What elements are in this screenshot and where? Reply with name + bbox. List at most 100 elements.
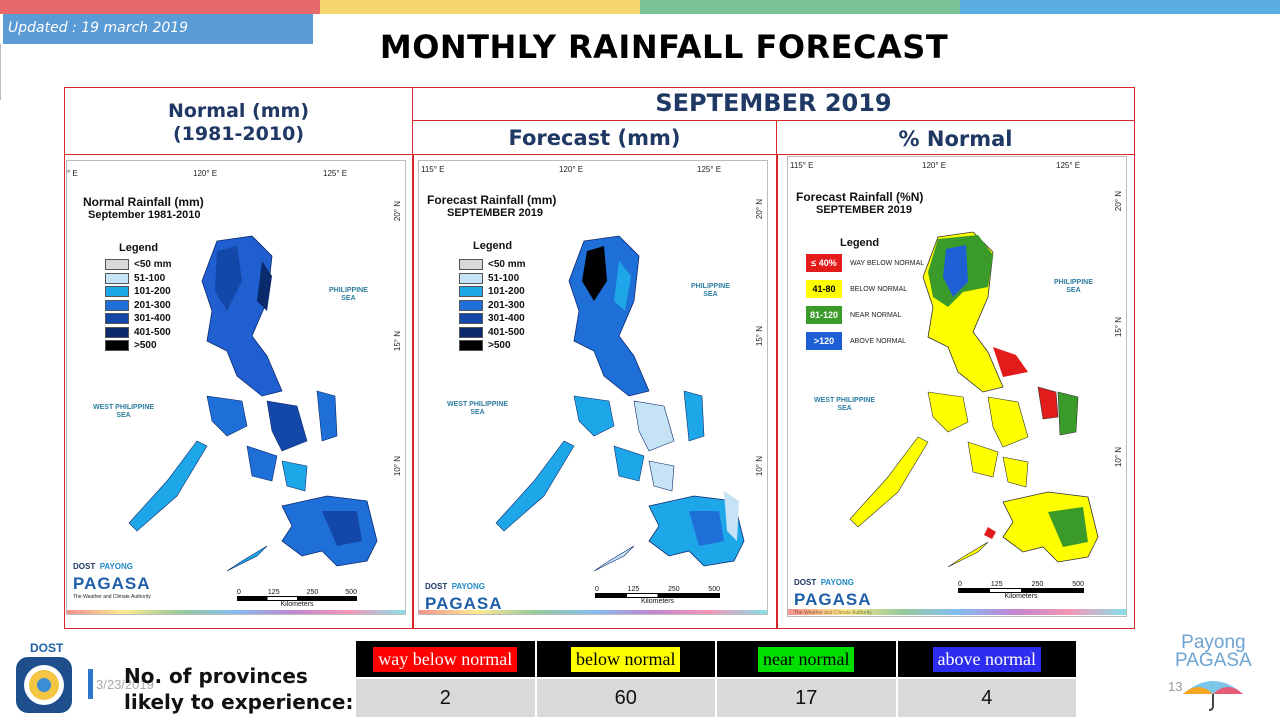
visayas-shape [927, 386, 1079, 488]
palawan-shape [495, 440, 575, 532]
scale-bar: 0 125 250 500 Kilometers [595, 586, 720, 605]
legend-label: >500 [488, 340, 511, 351]
legend-swatch: >120 [806, 332, 842, 350]
luzon-shape [922, 231, 1028, 393]
legend-swatch [459, 272, 483, 284]
scale-bar: 0 125 250 500 Kilometers [958, 581, 1084, 600]
pagasa-logo: DOST PAYONG PAGASA The Weather and Clima… [425, 582, 503, 613]
legend-swatch [105, 259, 129, 270]
count-value-cell: 60 [537, 679, 717, 717]
legend-item: 41-80 BELOW NORMAL [806, 280, 907, 298]
coord-side-3: 10° N [755, 456, 764, 477]
normal-map-subtitle: September 1981-2010 [88, 209, 201, 221]
scale-bar: 0 125 250 500 Kilometers [237, 589, 357, 608]
legend-label: BELOW NORMAL [850, 285, 908, 293]
top-bar-segment [640, 0, 960, 14]
percent-map-title: Forecast Rainfall (%N) SEPTEMBER 2019 [796, 191, 923, 217]
dost-logo: DOST [14, 641, 104, 717]
percent-legend-title: Legend [840, 237, 880, 249]
legend-label: 301-400 [134, 313, 171, 324]
column-divider-1 [412, 154, 414, 629]
normal-header: Normal (mm) (1981-2010) [64, 100, 413, 146]
normal-header-line2: (1981-2010) [172, 123, 304, 145]
legend-swatch [105, 326, 129, 338]
legend-label: 101-200 [488, 286, 525, 297]
payong-logo-line2: PAGASA [1175, 650, 1252, 671]
page-number: 13 [1168, 679, 1183, 694]
normal-legend-title: Legend [119, 242, 159, 254]
category-label: way below normal [373, 646, 518, 672]
percent-header-cell [776, 120, 1135, 155]
legend-item: 101-200 [459, 286, 525, 297]
mindanao-shape [593, 491, 745, 572]
coord-top-2: 120° E [193, 169, 218, 178]
legend-swatch [459, 299, 483, 311]
legend-swatch: 41-80 [806, 280, 842, 298]
legend-label: <50 mm [134, 259, 172, 270]
dost-logo-label: DOST [30, 641, 64, 655]
provinces-caption-line2: likely to experience: [124, 690, 354, 714]
legend-label: 301-400 [488, 313, 525, 324]
legend-item: 81-120 NEAR NORMAL [806, 306, 901, 324]
legend-swatch [459, 286, 483, 297]
sea-label-east: PHILIPPINE SEA [1054, 279, 1093, 294]
coord-top-1: 115° E [421, 165, 445, 174]
legend-label: NEAR NORMAL [850, 311, 902, 319]
forecast-rainfall-map: 115° E 120° E 125° E 20° N 15° N 10° N F… [418, 160, 768, 615]
payong-pagasa-logo: Payong PAGASA [1175, 632, 1252, 712]
count-value-row: 2 60 17 4 [356, 679, 1076, 717]
province-count-table: way below normal below normal near normal a… [356, 641, 1076, 717]
legend-swatch: ≤ 40% [806, 254, 842, 272]
legend-item: 51-100 [105, 272, 165, 284]
legend-item: 201-300 [105, 299, 171, 311]
normal-rainfall-map: ° E 120° E 125° E 20° N 15° N 10° N Norm… [66, 160, 406, 615]
luzon-shape [201, 235, 283, 397]
sea-label-west: WEST PHILIPPINE SEA [93, 404, 155, 419]
payong-logo-line1: Payong [1181, 632, 1246, 653]
percent-map-title-text: Forecast Rainfall (%N) [796, 190, 924, 204]
coord-top-1: 115° E [790, 161, 814, 170]
rainbow-strip [419, 610, 767, 614]
normal-map-title-text: Normal Rainfall (mm) [83, 195, 204, 209]
legend-label: 201-300 [134, 299, 171, 311]
legend-swatch [105, 286, 129, 297]
legend-label: 401-500 [134, 326, 171, 338]
normal-map-title: Normal Rainfall (mm) September 1981-2010 [83, 196, 204, 222]
legend-item: >500 [459, 340, 511, 351]
legend-item: 301-400 [459, 313, 525, 324]
column-divider-2 [776, 154, 778, 629]
top-bar-segment [960, 0, 1280, 14]
legend-label: <50 mm [488, 259, 526, 270]
category-label: near normal [758, 646, 855, 672]
count-value-cell: 4 [981, 686, 993, 709]
visayas-shape [206, 390, 338, 492]
slide-date: 3/23/2019 [96, 677, 154, 692]
coord-side-3: 10° N [1114, 447, 1123, 468]
sea-label-west: WEST PHILIPPINE SEA [814, 397, 876, 412]
count-header-row: way below normal below normal near normal a… [356, 641, 1076, 677]
logo-payong: PAYONG [99, 562, 134, 571]
legend-swatch [459, 313, 483, 324]
legend-label: ABOVE NORMAL [850, 337, 907, 345]
coord-top-3: 125° E [323, 169, 348, 178]
legend-item: 51-100 [459, 272, 520, 284]
legend-swatch [459, 340, 483, 351]
top-bar-segment [0, 0, 320, 14]
coord-top-1: ° E [67, 169, 78, 178]
percent-normal-map: 115° E 120° E 125° E 20° N 15° N 10° N F… [787, 156, 1127, 617]
mindanao-shape [947, 491, 1099, 568]
legend-label: WAY BELOW NORMAL [850, 259, 925, 267]
count-header-cell: near normal [717, 641, 898, 677]
legend-item: <50 mm [459, 259, 526, 270]
normal-map-svg [128, 235, 378, 572]
category-label: below normal [571, 646, 681, 672]
coord-side-1: 20° N [1114, 191, 1123, 212]
normal-header-line1: Normal (mm) [167, 100, 310, 122]
count-header-cell: above normal [898, 641, 1077, 677]
pagasa-logo: DOST PAYONG PAGASA The Weather and Clima… [73, 556, 151, 600]
coord-top-2: 120° E [559, 165, 584, 174]
dost-emblem-icon [16, 657, 93, 713]
legend-label: 51-100 [488, 272, 520, 284]
logo-tag: The Weather and Climate Authority [73, 594, 151, 600]
percent-map-svg [849, 231, 1099, 568]
